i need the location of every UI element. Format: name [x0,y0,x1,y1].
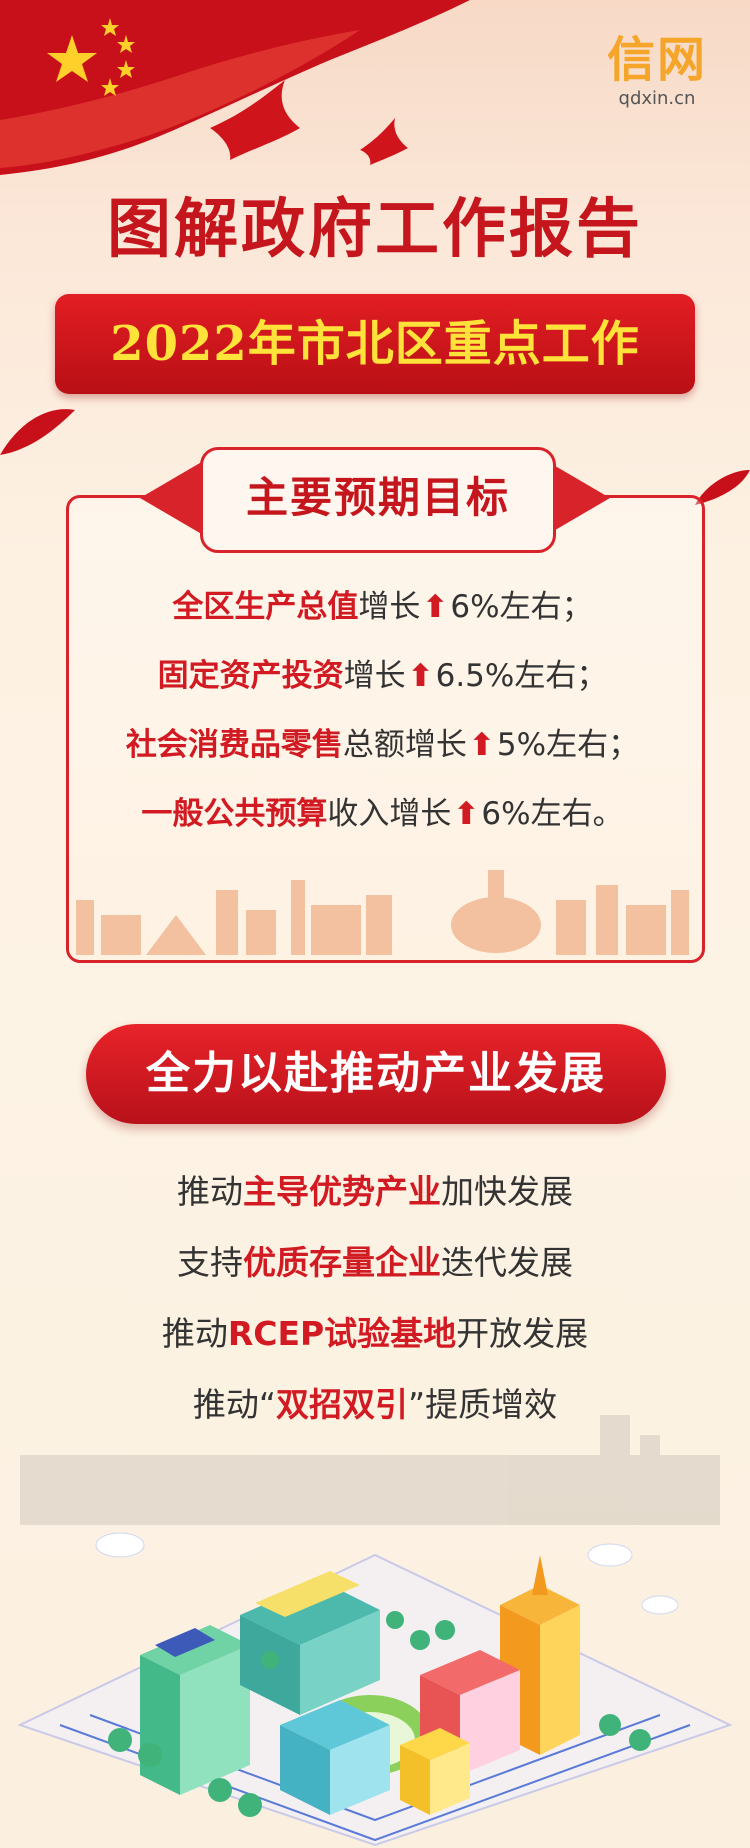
target-value: 6.5%左右； [435,658,608,694]
target-value: 6%左右。 [481,796,624,832]
industry-line: 支持优质存量企业迭代发展 [0,1236,750,1290]
target-line: 固定资产投资增长⬆6.5%左右； [66,651,699,701]
target-text: 增长 [343,658,406,694]
up-arrow-icon: ⬆ [468,727,495,763]
big-star-icon [47,35,97,82]
target-highlight: 固定资产投资 [157,658,344,694]
industry-highlight: 主导优势产业 [243,1172,441,1211]
target-highlight: 全区生产总值 [172,589,359,625]
small-star-icon [117,60,135,78]
petal-decoration [695,470,750,505]
up-arrow-icon: ⬆ [407,658,434,694]
small-star-icon [101,78,119,96]
targets-heading: 主要预期目标 [200,447,556,553]
target-value: 5%左右； [496,727,640,763]
industry-heading: 全力以赴推动产业发展 [146,1048,606,1099]
industry-banner [86,1024,666,1124]
dove-icon [360,118,408,165]
industry-highlight: RCEP试验基地 [227,1314,457,1353]
target-text: 增长 [358,589,421,625]
logo-domain: qdxin.cn [618,88,696,109]
industry-text: 支持 [177,1243,243,1282]
page-title: 图解政府工作报告 [107,192,643,267]
isometric-city-illustration [17,1415,733,1847]
industry-text: 开放发展 [456,1314,589,1353]
target-line: 全区生产总值增长⬆6%左右； [66,582,699,632]
small-star-icon [101,18,119,36]
industry-text: 迭代发展 [441,1243,573,1282]
target-highlight: 社会消费品零售 [125,727,343,763]
petal-decoration [0,409,75,455]
up-arrow-icon: ⬆ [453,796,480,832]
industry-line: 推动RCEP试验基地开放发展 [0,1307,750,1361]
industry-text: 推动 [177,1172,243,1211]
industry-line: 推动“双招双引”提质增效 [0,1378,750,1432]
target-value: 6%左右； [450,589,593,625]
logo-text: 信网 [606,32,707,88]
city-skyline-illustration [76,870,689,955]
industry-text: 加快发展 [441,1172,573,1211]
site-logo[interactable]: 信网 qdxin.cn [592,32,722,122]
industry-text: 推动“ [192,1385,276,1424]
up-arrow-icon: ⬆ [422,589,449,625]
industry-text: 推动 [161,1314,228,1353]
industry-text: ”提质增效 [408,1385,558,1424]
target-line: 一般公共预算收入增长⬆6%左右。 [66,789,699,839]
industry-line: 推动主导优势产业加快发展 [0,1165,750,1219]
section-tag-arrows [140,460,610,536]
target-highlight: 一般公共预算 [141,796,328,832]
page-subtitle: 2022年市北区重点工作 [110,316,640,372]
red-flag-decoration [0,0,470,175]
target-text: 总额增长 [342,727,467,763]
dove-icon [210,80,300,160]
industry-highlight: 双招双引 [276,1385,408,1424]
target-text: 收入增长 [327,796,452,832]
target-line: 社会消费品零售总额增长⬆5%左右； [66,720,699,770]
small-star-icon [117,35,135,53]
industry-highlight: 优质存量企业 [243,1243,441,1282]
subtitle-banner [55,294,695,394]
